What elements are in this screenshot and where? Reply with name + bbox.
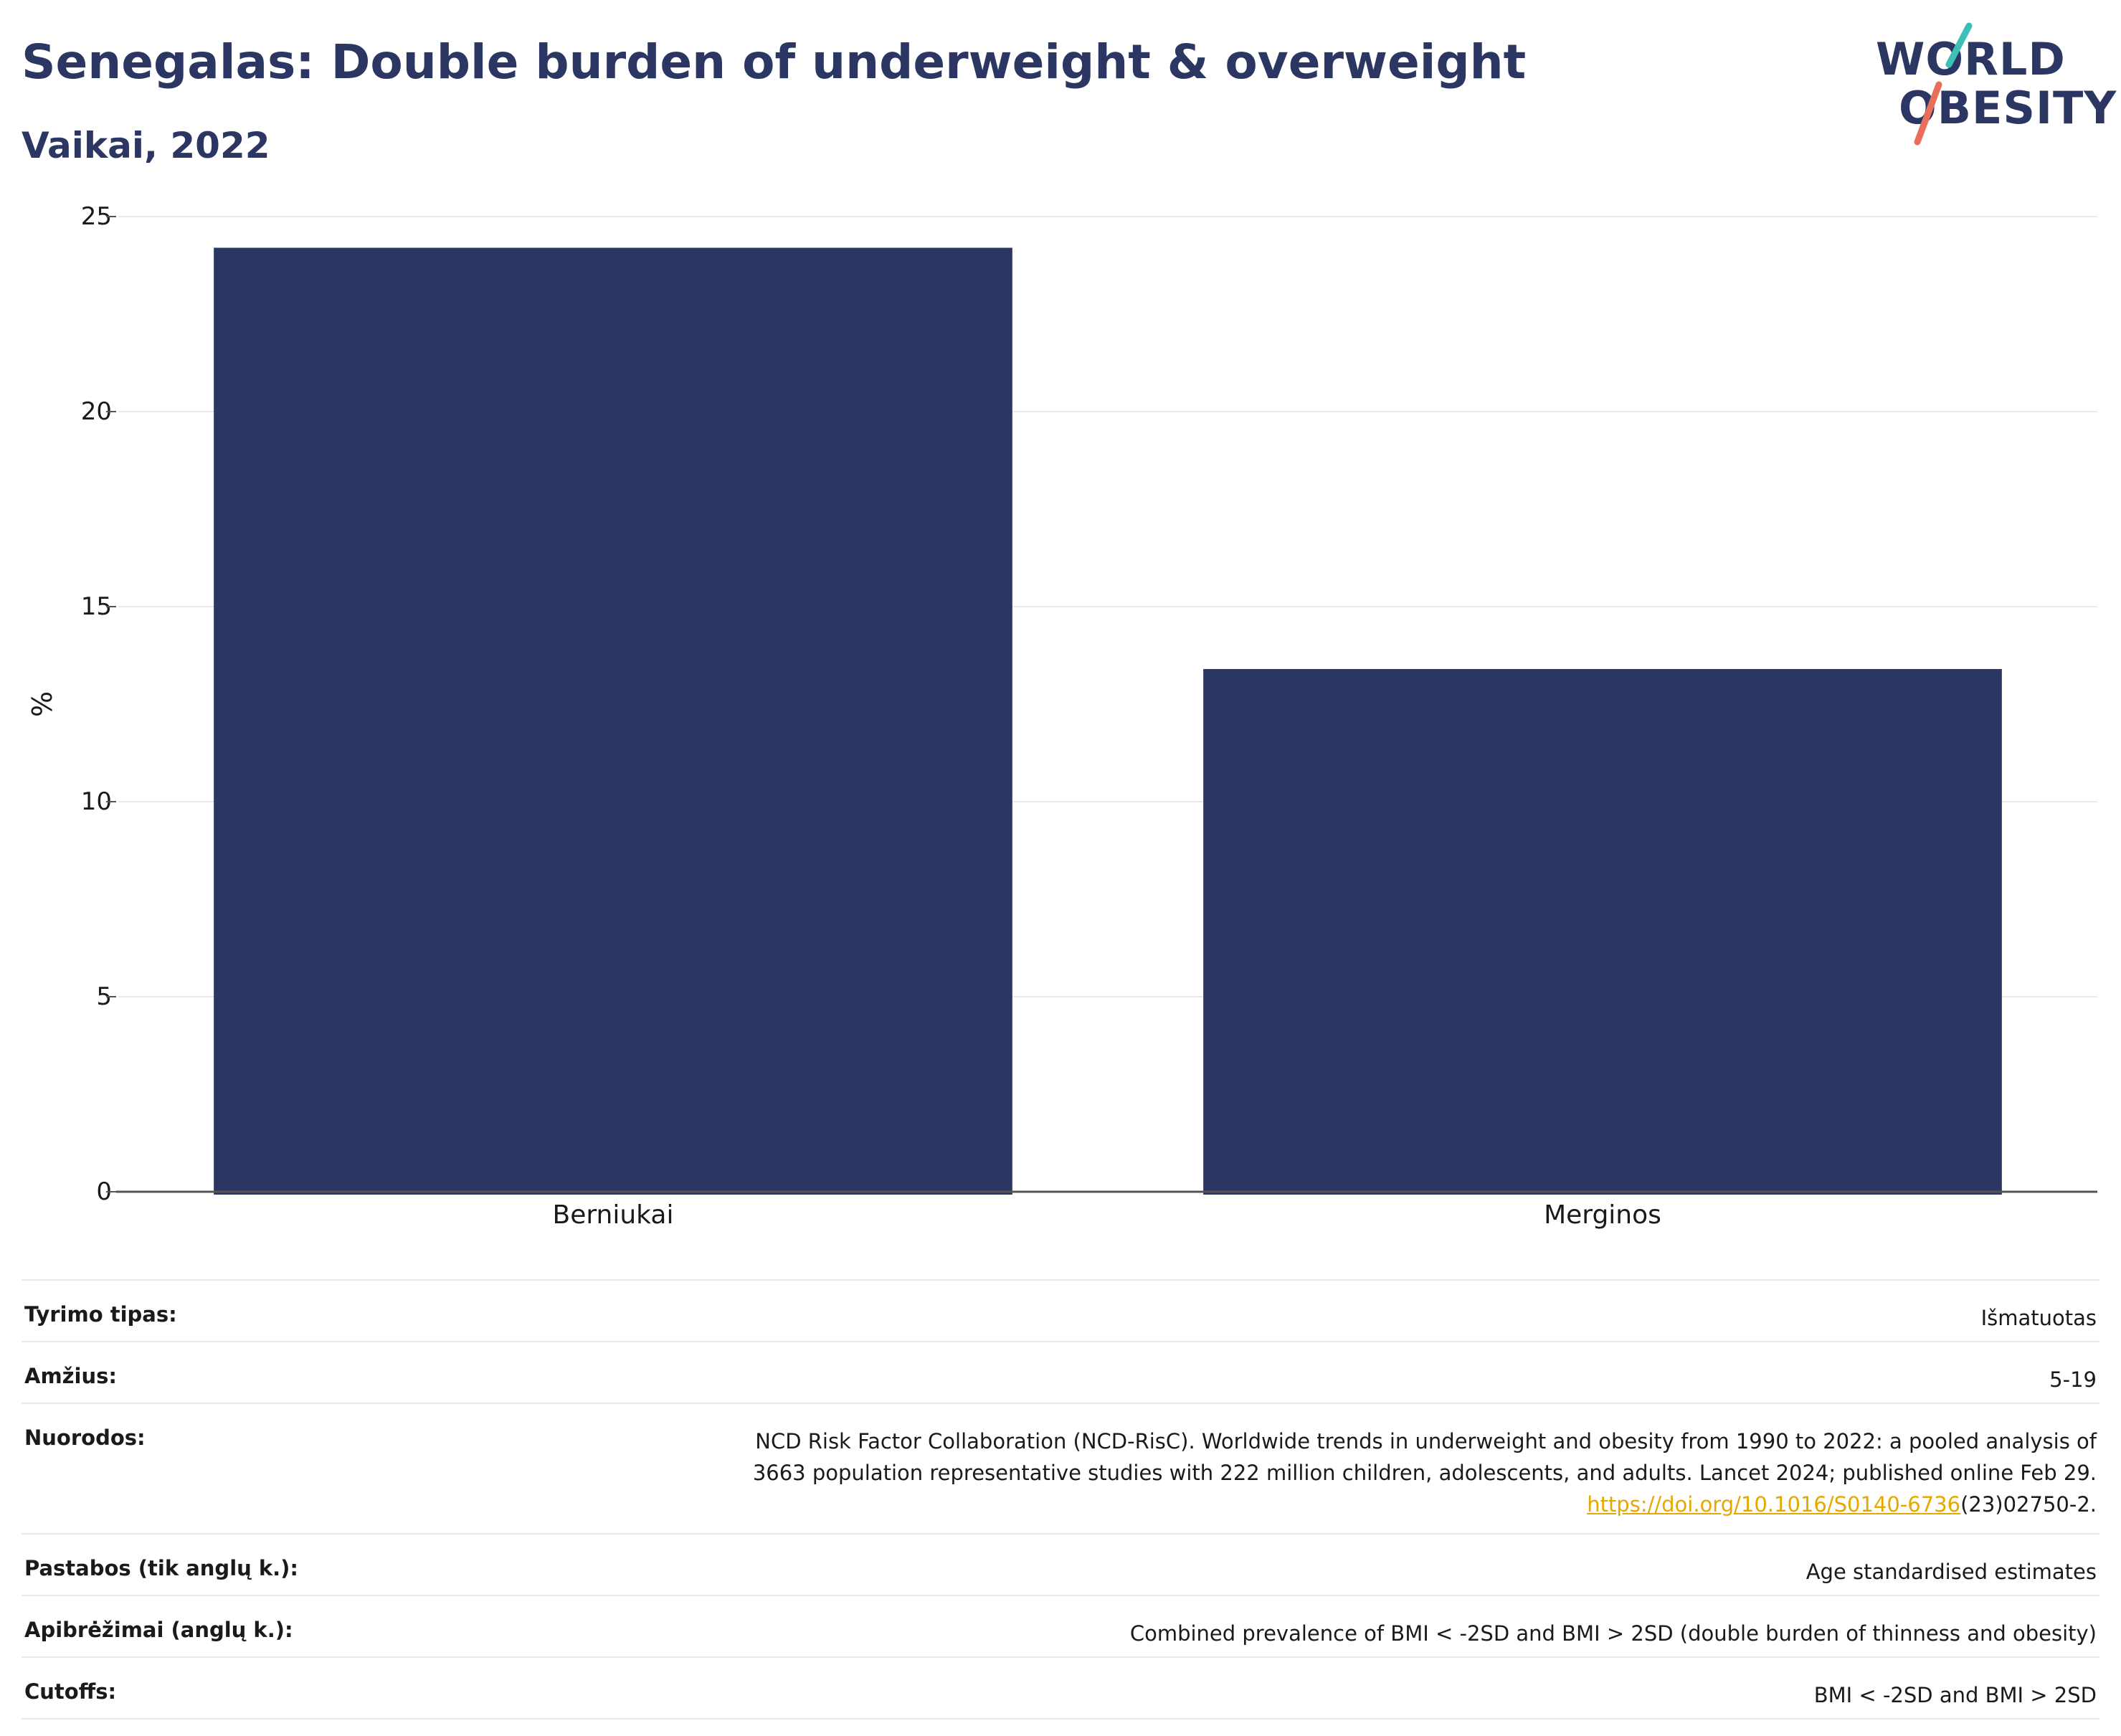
info-value: NCD Risk Factor Collaboration (NCD-RisC)… <box>378 1403 2099 1534</box>
info-row: Apibrėžimai (anglų k.): Combined prevale… <box>22 1595 2099 1657</box>
world-obesity-logo: WORLD OBESITY <box>1864 22 2116 151</box>
info-value: Combined prevalence of BMI < -2SD and BM… <box>378 1595 2099 1657</box>
info-table: Tyrimo tipas: Išmatuotas Amžius: 5-19 Nu… <box>22 1279 2099 1720</box>
info-value: 5-19 <box>378 1341 2099 1403</box>
bar <box>1203 669 2002 1195</box>
y-tick-label: 0 <box>96 1177 112 1206</box>
x-tick-label: Berniukai <box>553 1200 674 1230</box>
info-key: Apibrėžimai (anglų k.): <box>22 1595 379 1657</box>
info-key: Amžius: <box>22 1341 379 1403</box>
bar <box>214 247 1012 1195</box>
info-row: Nuorodos: NCD Risk Factor Collaboration … <box>22 1403 2099 1534</box>
logo-line-1: WORLD <box>1876 33 2066 85</box>
info-value: Age standardised estimates <box>378 1533 2099 1595</box>
doi-link[interactable]: https://doi.org/10.1016/S0140-6736 <box>1587 1492 1961 1517</box>
info-key: Cutoffs: <box>22 1656 379 1720</box>
y-axis-title: % <box>27 691 58 717</box>
y-tick-label: 5 <box>96 982 112 1011</box>
info-key: Nuorodos: <box>22 1403 379 1534</box>
info-row: Tyrimo tipas: Išmatuotas <box>22 1279 2099 1342</box>
info-row: Cutoffs: BMI < -2SD and BMI > 2SD <box>22 1656 2099 1720</box>
info-key: Tyrimo tipas: <box>22 1279 379 1342</box>
info-key: Pastabos (tik anglų k.): <box>22 1533 379 1595</box>
info-value: BMI < -2SD and BMI > 2SD <box>378 1656 2099 1720</box>
x-tick-label: Merginos <box>1544 1200 1661 1230</box>
info-row: Amžius: 5-19 <box>22 1341 2099 1403</box>
doi-suffix: (23)02750-2. <box>1960 1492 2097 1517</box>
reference-line: 3663 population representative studies w… <box>752 1461 2097 1485</box>
chart-title: Senegalas: Double burden of underweight … <box>22 34 1527 90</box>
info-row: Pastabos (tik anglų k.): Age standardise… <box>22 1533 2099 1595</box>
info-value: Išmatuotas <box>378 1279 2099 1342</box>
logo-slash-icon <box>1914 22 1973 146</box>
chart-subtitle: Vaikai, 2022 <box>22 125 270 166</box>
reference-line: NCD Risk Factor Collaboration (NCD-RisC)… <box>755 1429 2097 1453</box>
